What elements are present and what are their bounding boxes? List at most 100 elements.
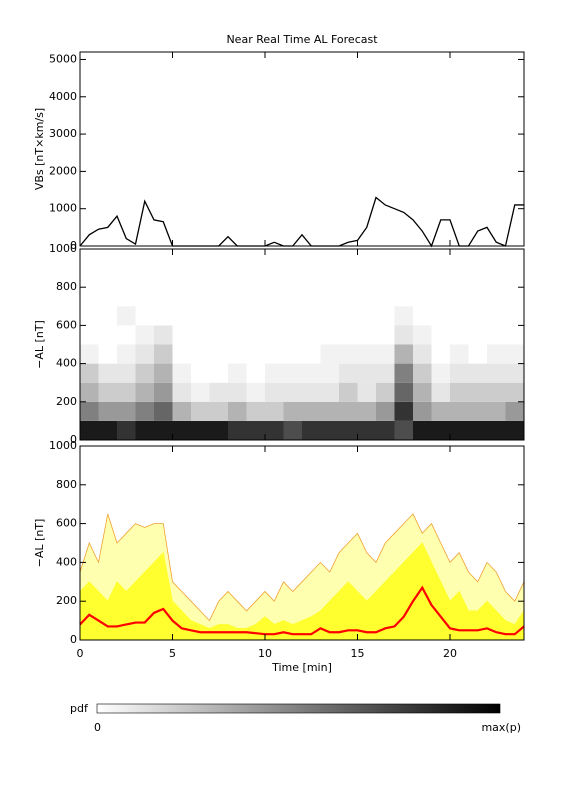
heat-cell: [413, 344, 432, 364]
heat-cell: [376, 382, 395, 402]
heat-cell: [357, 325, 376, 345]
heat-cell: [413, 306, 432, 326]
heat-cell: [265, 420, 284, 440]
heat-cell: [431, 306, 450, 326]
heat-cell: [394, 420, 413, 440]
heat-cell: [357, 306, 376, 326]
heat-cell: [80, 401, 99, 421]
heat-cell: [450, 363, 469, 383]
colorbar-label: pdf: [70, 702, 89, 715]
heat-cell: [98, 363, 117, 383]
heat-cell: [376, 401, 395, 421]
heat-cell: [228, 401, 247, 421]
x-tick-label: 10: [258, 647, 272, 660]
heat-cell: [80, 382, 99, 402]
x-axis-label: Time [min]: [271, 661, 332, 674]
heat-cell: [394, 325, 413, 345]
heat-cell: [487, 401, 506, 421]
heat-cell: [117, 401, 136, 421]
heat-cell: [320, 363, 339, 383]
heat-cell: [154, 325, 173, 345]
heat-cell: [228, 325, 247, 345]
heat-cell: [450, 306, 469, 326]
heat-cell: [228, 363, 247, 383]
heat-cell: [135, 344, 154, 364]
heat-cell: [394, 401, 413, 421]
plot-frame: [79, 248, 525, 441]
heat-cell: [413, 363, 432, 383]
heat-cell: [135, 306, 154, 326]
heat-cell: [487, 420, 506, 440]
heat-cell: [191, 344, 210, 364]
heat-cell: [468, 344, 487, 364]
heat-cell: [468, 420, 487, 440]
heat-cell: [98, 382, 117, 402]
heat-cell: [505, 382, 524, 402]
y-axis-label: −AL [nT]: [33, 519, 46, 568]
heat-cell: [302, 420, 321, 440]
heat-cell: [172, 420, 191, 440]
heat-cell: [413, 420, 432, 440]
heat-cell: [468, 325, 487, 345]
y-tick-label: 2000: [49, 164, 77, 177]
heat-cell: [191, 401, 210, 421]
heat-cell: [209, 306, 228, 326]
heat-cell: [320, 420, 339, 440]
heat-cell: [505, 401, 524, 421]
heat-cell: [302, 401, 321, 421]
band-edge: [79, 542, 525, 629]
heat-cell: [191, 363, 210, 383]
heat-cell: [209, 420, 228, 440]
y-tick-label: 200: [56, 594, 77, 607]
heat-cell: [154, 363, 173, 383]
heat-cell: [246, 401, 265, 421]
heat-cell: [191, 325, 210, 345]
heat-cell: [394, 344, 413, 364]
heat-cell: [246, 344, 265, 364]
heat-cell: [320, 382, 339, 402]
heat-cell: [487, 306, 506, 326]
heat-cell: [172, 344, 191, 364]
heat-cell: [339, 420, 358, 440]
heat-cell: [468, 382, 487, 402]
y-tick-label: 600: [56, 318, 77, 331]
heat-cell: [265, 382, 284, 402]
heat-cell: [376, 325, 395, 345]
y-tick-label: 400: [56, 555, 77, 568]
heat-cell: [209, 325, 228, 345]
y-axis-label: −AL [nT]: [33, 320, 46, 369]
heat-cell: [98, 420, 117, 440]
plot-frame: [79, 51, 525, 247]
chart-title: Near Real Time AL Forecast: [226, 33, 378, 46]
heat-cell: [80, 363, 99, 383]
heat-cell: [191, 382, 210, 402]
heat-cell: [302, 306, 321, 326]
heat-cell: [209, 363, 228, 383]
y-tick-label: 200: [56, 395, 77, 408]
heat-cell: [246, 325, 265, 345]
data-line: [79, 196, 524, 248]
y-tick-label: 1000: [49, 242, 77, 255]
heat-cell: [339, 382, 358, 402]
heat-cell: [376, 306, 395, 326]
heat-cell: [357, 363, 376, 383]
heat-cell: [246, 382, 265, 402]
heat-cell: [376, 420, 395, 440]
x-tick-label: 5: [169, 647, 176, 660]
heat-cell: [283, 344, 302, 364]
heat-cell: [246, 306, 265, 326]
heat-cell: [135, 382, 154, 402]
y-tick-label: 1000: [49, 439, 77, 452]
y-tick-label: 800: [56, 478, 77, 491]
heat-cell: [209, 344, 228, 364]
heat-cell: [80, 306, 99, 326]
heat-cell: [413, 325, 432, 345]
y-tick-label: 0: [70, 633, 77, 646]
heat-cell: [505, 363, 524, 383]
heat-cell: [505, 344, 524, 364]
heat-cell: [468, 401, 487, 421]
band-area: [80, 543, 524, 640]
heat-cell: [154, 382, 173, 402]
heat-cell: [117, 344, 136, 364]
